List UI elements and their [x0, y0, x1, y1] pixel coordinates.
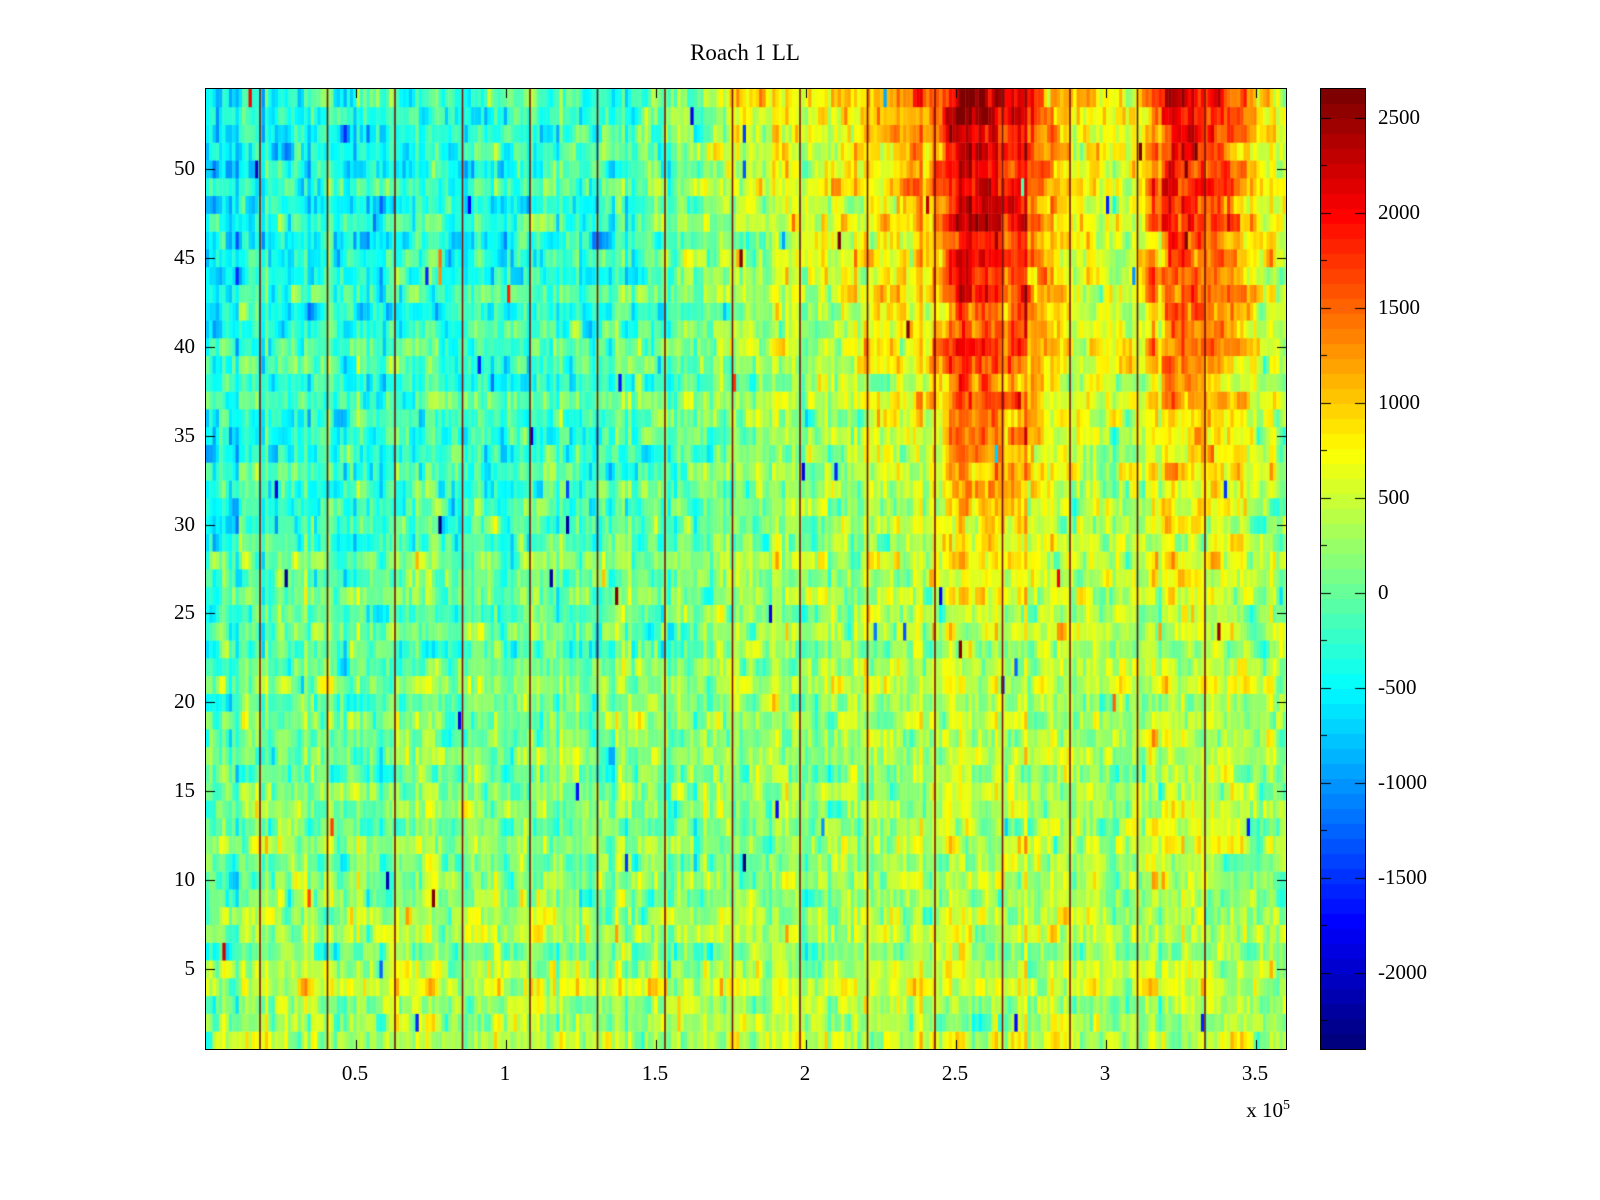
x-tick-label: 0.5 — [341, 1061, 369, 1085]
colorbar-tick-label: -2000 — [1378, 959, 1427, 984]
x-tick-label: 1.5 — [641, 1061, 669, 1085]
colorbar-tick-label: 500 — [1378, 484, 1410, 509]
colorbar-tick-label: 1000 — [1378, 389, 1420, 414]
colorbar-canvas — [1321, 89, 1365, 1049]
x-tick-label: 3 — [1099, 1061, 1111, 1085]
x-tick-label: 3.5 — [1241, 1061, 1269, 1085]
y-tick-label: 10 — [174, 867, 195, 892]
colorbar-tick-label: -500 — [1378, 674, 1417, 699]
colorbar-tick-label: -1000 — [1378, 769, 1427, 794]
heatmap-canvas — [206, 89, 1286, 1049]
x-scale-label: x 105 — [1085, 1098, 1290, 1123]
y-tick-label: 50 — [174, 156, 195, 180]
y-tick-label: 25 — [174, 600, 195, 625]
y-tick-label: 20 — [174, 689, 195, 714]
x-scale-prefix: x 10 — [1246, 1098, 1283, 1122]
y-tick-label: 30 — [174, 511, 195, 536]
y-tick-label: 40 — [174, 333, 195, 358]
x-scale-exponent: 5 — [1283, 1098, 1290, 1113]
y-tick-label: 15 — [174, 778, 195, 803]
colorbar-tick-label: 2000 — [1378, 199, 1420, 224]
y-tick-label: 5 — [184, 956, 196, 980]
x-tick-label: 2 — [799, 1061, 811, 1085]
colorbar-tick-label: 1500 — [1378, 294, 1420, 319]
x-tick-label: 2.5 — [941, 1061, 969, 1085]
x-tick-label: 1 — [499, 1061, 511, 1085]
y-tick-label: 35 — [174, 422, 195, 447]
colorbar-tick-label: -1500 — [1378, 864, 1427, 889]
y-tick-label: 45 — [174, 244, 195, 269]
plot-area — [205, 88, 1287, 1050]
colorbar — [1320, 88, 1366, 1050]
colorbar-tick-label: 2500 — [1378, 104, 1420, 129]
chart-title: Roach 1 LL — [690, 40, 800, 65]
colorbar-tick-label: 0 — [1378, 579, 1389, 604]
